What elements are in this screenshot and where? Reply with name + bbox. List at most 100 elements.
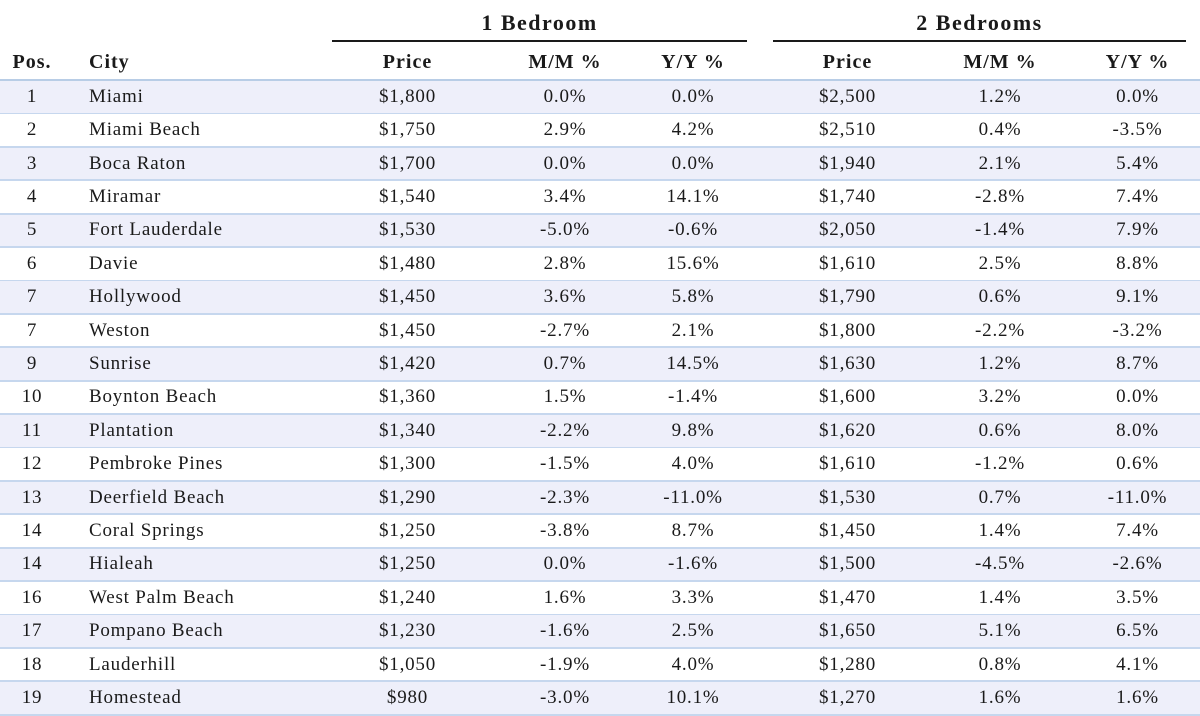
cell-pos: 12: [21, 453, 43, 475]
group-header-2-bedrooms: 2 Bedrooms: [773, 6, 1186, 42]
cell-mm-1: -1.5%: [540, 453, 590, 475]
cell-yy-2: 8.0%: [1116, 419, 1159, 441]
table-row: 1 Miami $1,800 0.0% 0.0% $2,500 1.2% 0.0%: [0, 81, 1200, 115]
cell-price-1: $1,800: [378, 85, 437, 107]
cell-pos: 9: [26, 352, 38, 374]
cell-pos: 7: [26, 319, 38, 341]
cell-price-2: $1,280: [818, 653, 877, 675]
cell-mm-1: 0.0%: [543, 553, 587, 575]
table-row: 10 Boynton Beach $1,360 1.5% -1.4% $1,600 3.2%…: [0, 381, 1200, 416]
cell-mm-1: -1.6%: [540, 620, 590, 642]
cell-yy-1: 8.7%: [671, 519, 715, 541]
cell-yy-2: 5.4%: [1116, 152, 1159, 174]
cell-price-2: $1,790: [818, 286, 877, 308]
cell-city: Fort Lauderdale: [89, 219, 223, 241]
cell-mm-1: 2.9%: [543, 119, 587, 141]
cell-price-1: $1,480: [378, 252, 437, 274]
cell-mm-1: 3.6%: [543, 286, 587, 308]
cell-city: Miramar: [89, 185, 162, 207]
cell-price-1: $1,250: [378, 519, 437, 541]
cell-city: Deerfield Beach: [89, 486, 225, 508]
cell-price-1: $980: [386, 686, 429, 708]
cell-city: Pompano Beach: [89, 620, 224, 642]
cell-price-1: $1,240: [378, 586, 437, 608]
table-row: 14 Hialeah $1,250 0.0% -1.6% $1,500 -4.5% -2.6%: [0, 548, 1200, 583]
cell-mm-2: 0.6%: [978, 286, 1022, 308]
cell-yy-1: 15.6%: [666, 252, 720, 274]
cell-mm-2: 0.7%: [978, 486, 1022, 508]
cell-price-1: $1,450: [378, 286, 437, 308]
cell-yy-2: -2.6%: [1112, 553, 1163, 575]
cell-yy-1: 14.1%: [666, 185, 720, 207]
cell-price-2: $1,800: [818, 319, 877, 341]
cell-mm-1: 2.8%: [543, 252, 587, 274]
cell-yy-1: 0.0%: [671, 85, 715, 107]
cell-mm-1: -2.3%: [540, 486, 590, 508]
table-row: 2 Miami Beach $1,750 2.9% 4.2% $2,510 0.4% -3.5…: [0, 114, 1200, 148]
cell-price-1: $1,300: [378, 453, 437, 475]
cell-city: Boynton Beach: [89, 386, 218, 408]
cell-city: Homestead: [89, 686, 182, 708]
cell-price-1: $1,700: [378, 152, 437, 174]
cell-yy-2: 4.1%: [1116, 653, 1159, 675]
header-mm-2: M/M %: [963, 50, 1037, 73]
cell-pos: 16: [21, 586, 43, 608]
table-row: 7 Hollywood $1,450 3.6% 5.8% $1,790 0.6% 9.1%: [0, 281, 1200, 315]
cell-city: Pembroke Pines: [89, 453, 224, 475]
cell-price-2: $1,270: [818, 686, 877, 708]
cell-yy-2: 6.5%: [1116, 620, 1159, 642]
cell-mm-2: -1.4%: [975, 219, 1025, 241]
cell-city: Hollywood: [89, 286, 182, 308]
cell-city: Davie: [89, 252, 139, 274]
cell-mm-1: 0.7%: [543, 352, 587, 374]
cell-price-1: $1,250: [378, 553, 437, 575]
table-row: 3 Boca Raton $1,700 0.0% 0.0% $1,940 2.1% 5.4%: [0, 147, 1200, 182]
table-row: 17 Pompano Beach $1,230 -1.6% 2.5% $1,650 5.1%…: [0, 615, 1200, 649]
cell-pos: 13: [21, 486, 43, 508]
cell-yy-2: 7.4%: [1116, 519, 1159, 541]
cell-yy-1: -1.6%: [668, 553, 718, 575]
cell-city: Coral Springs: [89, 519, 205, 541]
cell-mm-2: 0.8%: [978, 653, 1022, 675]
cell-mm-1: 0.0%: [543, 85, 587, 107]
column-group-row: 1 Bedroom 2 Bedrooms: [0, 0, 1200, 42]
cell-mm-2: 1.2%: [978, 352, 1022, 374]
cell-mm-1: -3.8%: [540, 519, 590, 541]
table-row: 5 Fort Lauderdale $1,530 -5.0% -0.6% $2,050 -1…: [0, 214, 1200, 249]
cell-yy-2: -3.5%: [1112, 119, 1163, 141]
cell-pos: 7: [26, 286, 38, 308]
cell-yy-1: -1.4%: [668, 386, 718, 408]
cell-price-2: $1,610: [818, 453, 877, 475]
cell-yy-2: 7.9%: [1116, 219, 1159, 241]
table-row: 12 Pembroke Pines $1,300 -1.5% 4.0% $1,610 -1.…: [0, 448, 1200, 482]
cell-mm-1: 0.0%: [543, 152, 587, 174]
cell-mm-1: 1.5%: [543, 386, 587, 408]
cell-yy-2: 0.6%: [1116, 453, 1159, 475]
header-mm-1: M/M %: [528, 50, 602, 73]
cell-price-2: $1,530: [818, 486, 877, 508]
cell-mm-2: 0.6%: [978, 419, 1022, 441]
cell-mm-1: -1.9%: [540, 653, 590, 675]
cell-mm-1: -3.0%: [540, 686, 590, 708]
cell-price-2: $1,630: [818, 352, 877, 374]
cell-mm-2: -2.2%: [975, 319, 1025, 341]
table-row: 13 Deerfield Beach $1,290 -2.3% -11.0% $1,530…: [0, 481, 1200, 516]
cell-price-2: $2,050: [818, 219, 877, 241]
cell-pos: 4: [26, 185, 38, 207]
cell-price-1: $1,450: [378, 319, 437, 341]
cell-price-2: $1,620: [818, 419, 877, 441]
table-row: 18 Lauderhill $1,050 -1.9% 4.0% $1,280 0.8% 4.1…: [0, 648, 1200, 683]
cell-yy-1: 4.2%: [671, 119, 715, 141]
table-row: 6 Davie $1,480 2.8% 15.6% $1,610 2.5% 8.8%: [0, 248, 1200, 282]
cell-yy-1: 14.5%: [666, 352, 720, 374]
header-pos: Pos.: [12, 50, 52, 73]
cell-mm-1: -2.2%: [540, 419, 590, 441]
cell-price-1: $1,340: [378, 419, 437, 441]
cell-yy-2: -3.2%: [1112, 319, 1163, 341]
cell-yy-1: -0.6%: [668, 219, 718, 241]
cell-pos: 3: [26, 152, 38, 174]
cell-price-2: $1,500: [818, 553, 877, 575]
cell-price-2: $1,650: [818, 620, 877, 642]
cell-pos: 14: [21, 519, 43, 541]
cell-yy-2: 0.0%: [1116, 386, 1159, 408]
